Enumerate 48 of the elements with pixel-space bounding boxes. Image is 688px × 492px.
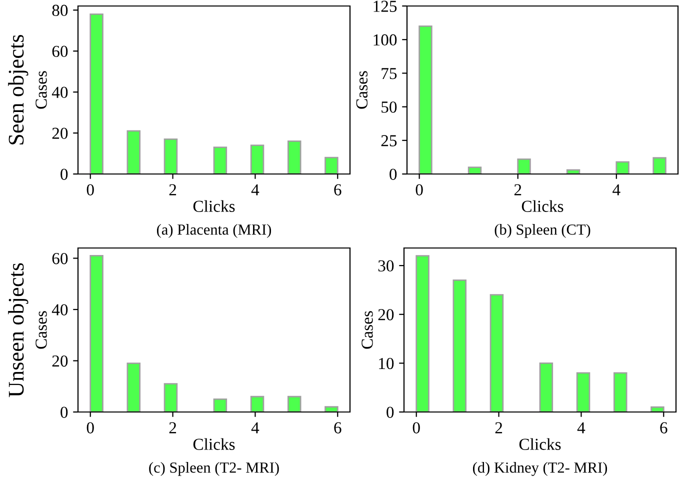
y-tick-label: 100	[374, 34, 397, 46]
x-tick-label: 2	[169, 184, 176, 196]
y-axis-title: Cases	[356, 71, 368, 109]
x-tick-label: 0	[86, 422, 94, 434]
x-tick-label: 4	[251, 422, 260, 434]
y-tick-label: 75	[382, 68, 397, 80]
y-tick-label: 60	[52, 46, 68, 58]
text: Unseen objects	[8, 263, 28, 398]
text: (a) Placenta (MRI)	[156, 224, 272, 238]
y-axis-title: Cases	[362, 311, 373, 349]
x-tick-label: 6	[660, 422, 668, 434]
x-tick-label: 4	[612, 184, 620, 196]
y-tick-label: 50	[382, 102, 397, 113]
x-tick-label: 6	[334, 184, 342, 196]
text: (d) Kidney (T2- MRI)	[473, 462, 607, 476]
y-tick-label: 125	[374, 0, 397, 12]
y-tick-label: 80	[52, 4, 68, 16]
text: (b) Spleen (CT)	[494, 224, 590, 238]
x-axis-title: Clicks	[193, 438, 235, 450]
text: (c) Spleen (T2- MRI)	[149, 462, 279, 476]
y-tick-label: 0	[390, 168, 397, 180]
y-tick-label: 30	[378, 260, 394, 272]
x-tick-label: 0	[86, 184, 94, 196]
y-tick-label: 60	[52, 252, 68, 264]
x-axis-title: Clicks	[193, 200, 235, 212]
y-tick-label: 40	[52, 86, 68, 98]
y-axis-title: Cases	[36, 311, 47, 349]
y-tick-label: 0	[60, 406, 68, 418]
x-tick-label: 0	[416, 184, 423, 196]
y-tick-label: 0	[60, 168, 68, 180]
x-tick-label: 2	[514, 184, 522, 196]
x-tick-label: 4	[251, 184, 260, 196]
y-tick-label: 40	[52, 304, 68, 316]
x-tick-label: 6	[334, 422, 342, 434]
y-tick-label: 25	[381, 135, 397, 146]
y-tick-label: 0	[386, 406, 394, 418]
text: Seen objects	[8, 34, 28, 144]
x-tick-label: 4	[577, 422, 586, 434]
x-tick-label: 0	[412, 422, 420, 434]
y-tick-label: 20	[52, 128, 68, 139]
x-axis-title: Clicks	[522, 200, 564, 212]
x-tick-label: 2	[495, 422, 502, 434]
x-axis-title: Clicks	[519, 438, 561, 450]
y-axis-title: Cases	[36, 71, 47, 109]
y-tick-label: 20	[52, 355, 68, 367]
y-tick-label: 10	[379, 358, 394, 370]
y-tick-label: 20	[378, 309, 394, 320]
x-tick-label: 2	[169, 422, 176, 434]
